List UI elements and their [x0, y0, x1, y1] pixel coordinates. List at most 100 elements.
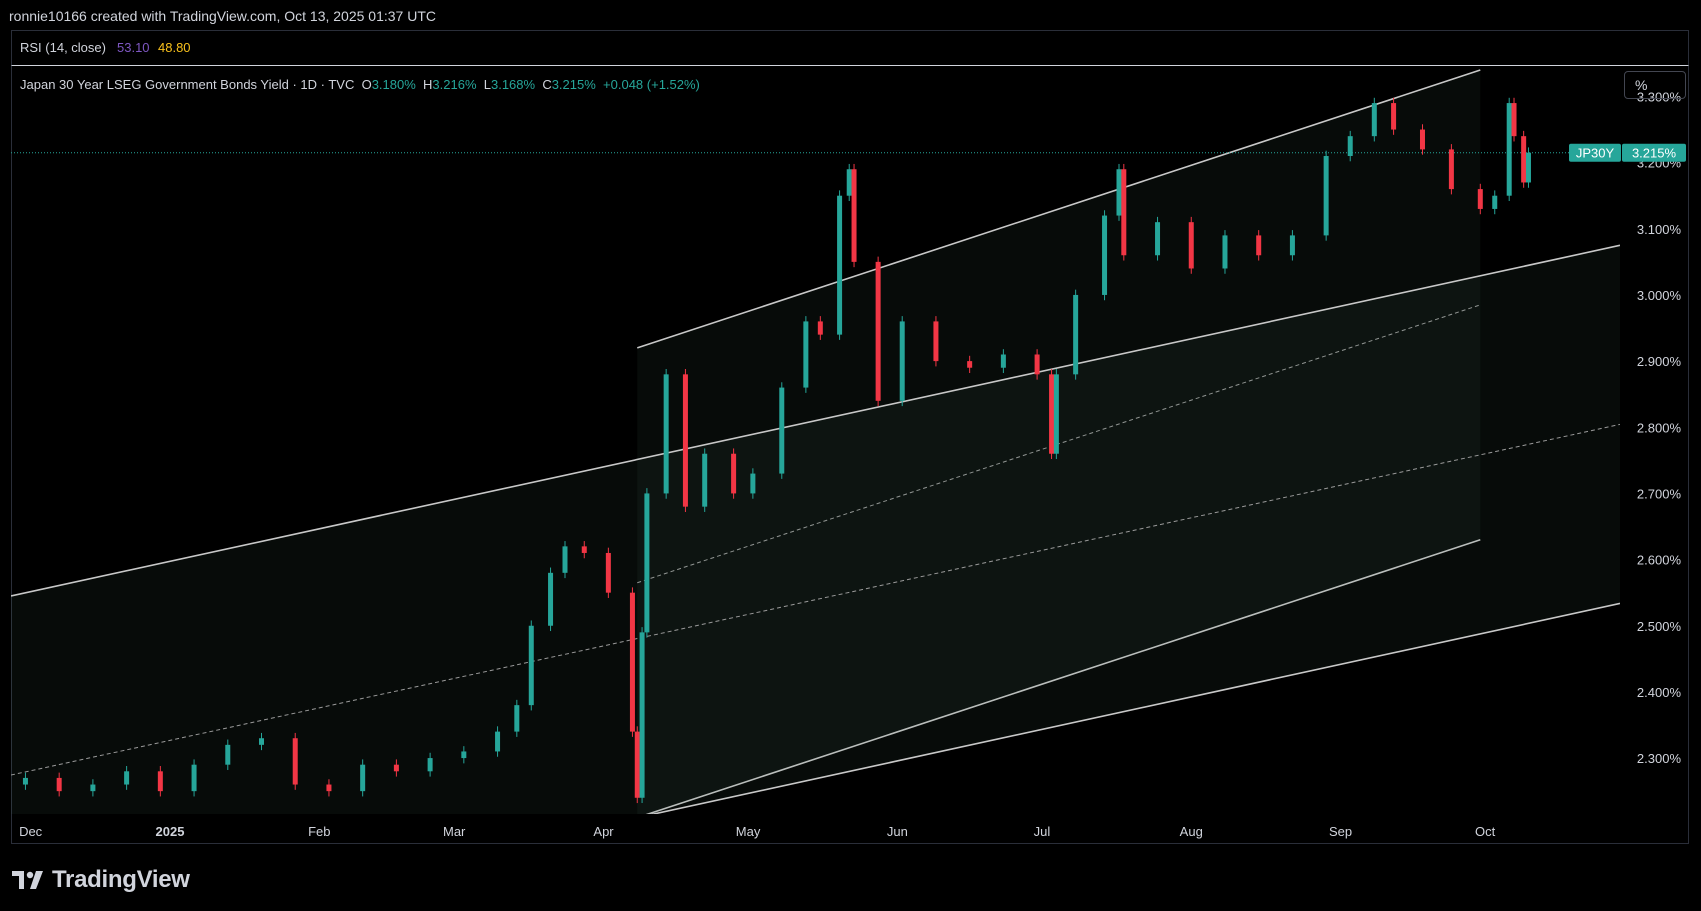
price-tag-value-bg	[1622, 143, 1686, 162]
x-tick-label: Jun	[887, 824, 908, 839]
candle-body	[1477, 189, 1483, 209]
price-tag-symbol-bg	[1569, 143, 1621, 162]
y-tick-label: 2.900%	[1637, 354, 1682, 369]
candle-body	[225, 744, 231, 765]
open-key: O	[361, 77, 372, 92]
y-tick-label: 2.700%	[1637, 486, 1682, 501]
channel-upper-line-1	[11, 244, 1620, 597]
y-tick-label: 3.000%	[1637, 288, 1682, 303]
symbol-title: Japan 30 Year LSEG Government Bonds Yiel…	[20, 77, 355, 92]
candle-body	[562, 546, 568, 573]
candle-body	[1116, 169, 1122, 216]
tradingview-brand[interactable]: TradingView	[12, 866, 190, 894]
candle-body	[933, 321, 939, 362]
candle-body	[581, 546, 587, 553]
x-tick-label: Aug	[1180, 824, 1203, 839]
candle-body	[1073, 294, 1079, 375]
candle-body	[1222, 235, 1228, 269]
candle-body	[292, 738, 298, 785]
y-tick-label: 2.500%	[1637, 619, 1682, 634]
candle-body	[750, 473, 756, 494]
candle-body	[682, 374, 688, 507]
candle-body	[1102, 215, 1108, 295]
candle-body	[1289, 235, 1295, 256]
rsi-value-1: 53.10	[117, 40, 150, 55]
candle-body	[817, 321, 823, 335]
candle-body	[1347, 136, 1353, 157]
candle-body	[967, 361, 973, 368]
candle-body	[259, 738, 265, 745]
candle-body	[629, 592, 635, 732]
candle-body	[1391, 103, 1397, 130]
candle-body	[731, 453, 737, 494]
x-tick-label: Sep	[1329, 824, 1352, 839]
candle-body	[803, 321, 809, 388]
symbol-legend: Japan 30 Year LSEG Government Bonds Yiel…	[20, 77, 700, 92]
candle-body	[548, 572, 554, 626]
candle-body	[360, 764, 366, 792]
candle-body	[1000, 354, 1006, 368]
candle-body	[1492, 195, 1498, 209]
candle-body	[1419, 129, 1425, 150]
candle-body	[846, 169, 852, 196]
change-value: +0.048 (+1.52%)	[603, 77, 700, 92]
low-key: L	[483, 77, 491, 92]
candle-body	[663, 374, 669, 494]
channel-fill-1	[11, 245, 1620, 814]
x-tick-label: Feb	[308, 824, 330, 839]
rsi-indicator-pane[interactable]: RSI (14, close) 53.10 48.80	[11, 30, 1689, 66]
candle-body	[634, 731, 640, 798]
candle-body	[495, 731, 501, 752]
candle-body	[22, 777, 28, 785]
candle-body	[779, 387, 785, 474]
close-value: 3.215%	[551, 77, 596, 92]
candle-body	[90, 784, 96, 792]
high-key: H	[423, 77, 433, 92]
x-tick-label: May	[736, 824, 761, 839]
y-tick-label: 2.300%	[1637, 751, 1682, 766]
channel-lower-line-0	[645, 538, 1481, 814]
candle-body	[1034, 354, 1040, 375]
candle-body	[528, 625, 534, 706]
y-tick-label: 2.800%	[1637, 420, 1682, 435]
candle-body	[1525, 152, 1531, 183]
candle-body	[157, 771, 163, 792]
candle-body	[461, 751, 467, 759]
percent-scale-button[interactable]: %	[1624, 71, 1686, 99]
candle-body	[1053, 374, 1059, 454]
candle-body	[514, 705, 520, 732]
x-tick-label: Apr	[593, 824, 614, 839]
candle-body	[605, 552, 611, 593]
price-chart-pane[interactable]	[11, 66, 1689, 844]
candle-body	[1049, 374, 1055, 454]
rsi-label: RSI (14, close)	[20, 40, 106, 55]
candle-body	[326, 784, 332, 792]
candle-body	[191, 764, 197, 792]
channel-upper-line-0	[637, 69, 1481, 349]
candle-body	[1448, 149, 1454, 190]
candle-body	[1521, 136, 1527, 183]
candle-body	[1506, 103, 1512, 196]
candle-body	[851, 169, 857, 262]
high-value: 3.216%	[432, 77, 477, 92]
candle-body	[1188, 222, 1194, 269]
y-tick-label: 2.400%	[1637, 685, 1682, 700]
candle-body	[1323, 156, 1329, 236]
candle-body	[644, 493, 650, 633]
brand-name: TradingView	[52, 866, 190, 893]
candle-body	[427, 758, 433, 772]
channel-lower-line-1	[650, 602, 1620, 814]
candle-body	[1121, 169, 1127, 256]
candle-body	[1511, 103, 1517, 137]
candle-body	[1155, 222, 1161, 256]
price-tag-symbol: JP30Y	[1576, 146, 1615, 161]
candle-body	[124, 771, 130, 785]
low-value: 3.168%	[490, 77, 536, 92]
x-tick-label: 2025	[156, 824, 185, 839]
y-tick-label: 3.300%	[1637, 89, 1682, 104]
candle-body	[1371, 103, 1377, 137]
x-tick-label: Mar	[443, 824, 466, 839]
channel-midline-1	[11, 423, 1620, 776]
plot-area	[11, 69, 1620, 814]
